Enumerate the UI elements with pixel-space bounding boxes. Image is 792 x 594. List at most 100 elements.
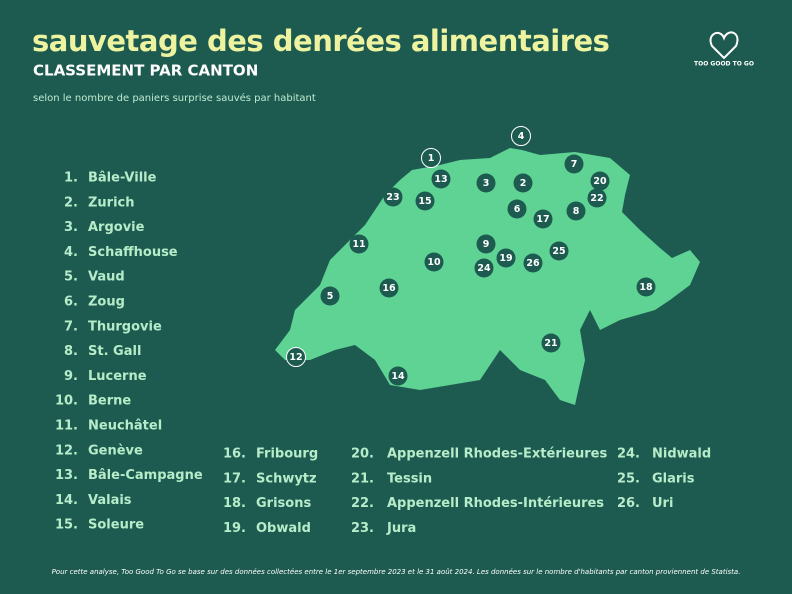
map-marker — [511, 126, 531, 146]
rank-number: 5. — [64, 270, 78, 285]
map-marker — [533, 209, 553, 229]
canton-name: Glaris — [652, 471, 695, 486]
rank-number: 26. — [617, 496, 640, 511]
canton-name: Argovie — [88, 220, 145, 235]
map-marker — [507, 199, 527, 219]
canton-name: Zurich — [88, 195, 135, 210]
canton-name: Jura — [386, 521, 416, 536]
rank-number: 13. — [55, 468, 78, 483]
map-marker — [549, 241, 569, 261]
map-marker-label: 9 — [483, 239, 490, 250]
map-marker-label: 19 — [499, 253, 512, 264]
map-marker-label: 26 — [526, 258, 540, 269]
map-marker-label: 10 — [427, 257, 441, 268]
map-marker — [379, 278, 399, 298]
logo-heart — [709, 31, 739, 60]
canton-name: Schaffhouse — [88, 245, 178, 260]
map-marker-label: 3 — [483, 178, 490, 189]
map-marker — [415, 191, 435, 211]
map-marker-label: 2 — [520, 178, 527, 189]
rank-number: 6. — [64, 295, 78, 310]
map-marker — [541, 333, 561, 353]
map-marker-label: 1 — [428, 153, 435, 164]
rank-number: 11. — [55, 419, 78, 434]
rank-number: 17. — [223, 471, 246, 486]
canton-name: Grisons — [256, 496, 311, 511]
rank-number: 10. — [55, 394, 78, 409]
map-marker-label: 16 — [382, 283, 396, 294]
title: sauvetage des denrées alimentaires — [32, 24, 609, 58]
canton-name: Thurgovie — [88, 319, 162, 334]
canton-name: Bâle-Ville — [88, 171, 157, 186]
map-marker-label: 14 — [391, 371, 405, 382]
rank-number: 7. — [64, 319, 78, 334]
canton-name: Zoug — [88, 295, 125, 310]
map-marker-label: 15 — [418, 196, 431, 207]
canton-name: Lucerne — [88, 369, 147, 384]
map-marker-label: 13 — [434, 174, 447, 185]
canton-name: Genève — [88, 443, 143, 458]
map-marker-label: 23 — [386, 192, 399, 203]
map-marker-label: 24 — [477, 263, 491, 274]
map-marker — [590, 171, 610, 191]
map-marker-label: 18 — [639, 282, 653, 293]
rank-number: 16. — [223, 447, 246, 462]
map-marker — [383, 187, 403, 207]
rank-number: 3. — [64, 220, 78, 235]
rank-number: 22. — [351, 496, 374, 511]
map-marker — [587, 188, 607, 208]
rank-number: 12. — [55, 443, 78, 458]
map-marker-label: 6 — [514, 204, 521, 215]
map-marker — [421, 148, 441, 168]
map-marker-label: 7 — [571, 159, 578, 170]
map-marker-label: 25 — [552, 246, 565, 257]
canton-name: Berne — [88, 394, 131, 409]
canton-name: Appenzell Rhodes-Extérieures — [387, 447, 607, 462]
map-marker — [474, 258, 494, 278]
rank-number: 9. — [64, 369, 78, 384]
map-marker-label: 8 — [573, 206, 580, 217]
footer: Pour cette analyse, Too Good To Go se ba… — [52, 568, 741, 576]
map-marker — [566, 201, 586, 221]
rank-number: 2. — [64, 195, 78, 210]
map-marker — [388, 366, 408, 386]
rank-number: 1. — [64, 171, 78, 186]
map-marker — [636, 277, 656, 297]
canton-name: Bâle-Campagne — [88, 468, 203, 483]
map-marker-label: 17 — [536, 214, 549, 225]
rank-number: 15. — [55, 518, 78, 533]
subtitle: CLASSEMENT PAR CANTON — [33, 62, 258, 80]
canton-name: Fribourg — [256, 447, 318, 462]
rank-number: 4. — [64, 245, 78, 260]
logo-text: TOO GOOD TO GO — [694, 61, 754, 68]
map-marker — [424, 252, 444, 272]
logo: TOO GOOD TO GO — [694, 31, 754, 68]
map-marker — [496, 248, 516, 268]
map-marker-label: 4 — [518, 131, 525, 142]
canton-name: Appenzell Rhodes-Intérieures — [387, 496, 604, 511]
map-marker — [564, 154, 584, 174]
map-marker — [286, 347, 306, 367]
map-marker-label: 20 — [593, 176, 607, 187]
rank-number: 20. — [351, 447, 374, 462]
map-marker — [476, 234, 496, 254]
map-marker-label: 22 — [590, 193, 603, 204]
description: selon le nombre de paniers surprise sauv… — [33, 92, 316, 104]
canton-name: Valais — [88, 493, 132, 508]
map-marker — [320, 286, 340, 306]
canton-name: St. Gall — [88, 344, 141, 359]
rank-number: 8. — [64, 344, 78, 359]
canton-name: Schwytz — [256, 471, 317, 486]
rank-number: 24. — [617, 447, 640, 462]
canton-name: Soleure — [88, 518, 144, 533]
map-marker-label: 5 — [327, 291, 334, 302]
canton-name: Nidwald — [652, 447, 711, 462]
map-marker-label: 21 — [544, 338, 557, 349]
rank-number: 25. — [617, 471, 640, 486]
canton-name: Tessin — [387, 471, 432, 486]
rank-number: 14. — [55, 493, 78, 508]
rank-number: 18. — [223, 496, 246, 511]
canton-name: Neuchâtel — [88, 419, 162, 434]
canton-name: Uri — [652, 496, 673, 511]
